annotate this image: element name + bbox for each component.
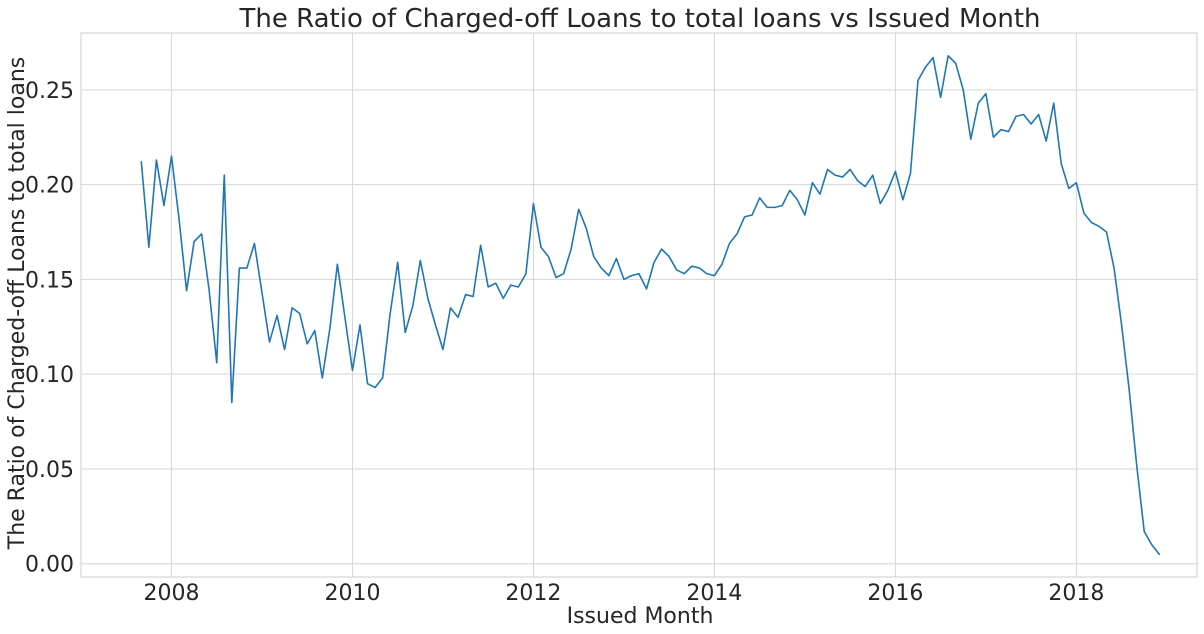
y-axis-ticks: 0.00 0.05 0.10 0.15 0.20 0.25 — [25, 79, 74, 578]
x-tick-label: 2008 — [143, 581, 199, 606]
series-line-0 — [140, 54, 1161, 556]
y-tick-label: 0.20 — [25, 174, 74, 199]
y-tick-label: 0.15 — [25, 268, 74, 293]
series-layer — [140, 54, 1161, 556]
x-axis-label: Issued Month — [567, 604, 714, 629]
chart-title: The Ratio of Charged-off Loans to total … — [239, 4, 1041, 34]
grid — [81, 33, 1197, 577]
x-tick-label: 2018 — [1048, 581, 1104, 606]
x-tick-label: 2016 — [867, 581, 923, 606]
y-tick-label: 0.00 — [25, 553, 74, 578]
x-tick-label: 2010 — [324, 581, 380, 606]
y-tick-label: 0.25 — [25, 79, 74, 104]
plot-frame — [80, 32, 1198, 578]
x-tick-label: 2014 — [686, 581, 742, 606]
y-axis-label: The Ratio of Charged-off Loans to total … — [5, 57, 30, 551]
x-axis-ticks: 2008 2010 2012 2014 2016 2018 — [143, 581, 1104, 606]
x-tick-label: 2012 — [505, 581, 561, 606]
y-tick-label: 0.10 — [25, 363, 74, 388]
y-tick-label: 0.05 — [25, 458, 74, 483]
